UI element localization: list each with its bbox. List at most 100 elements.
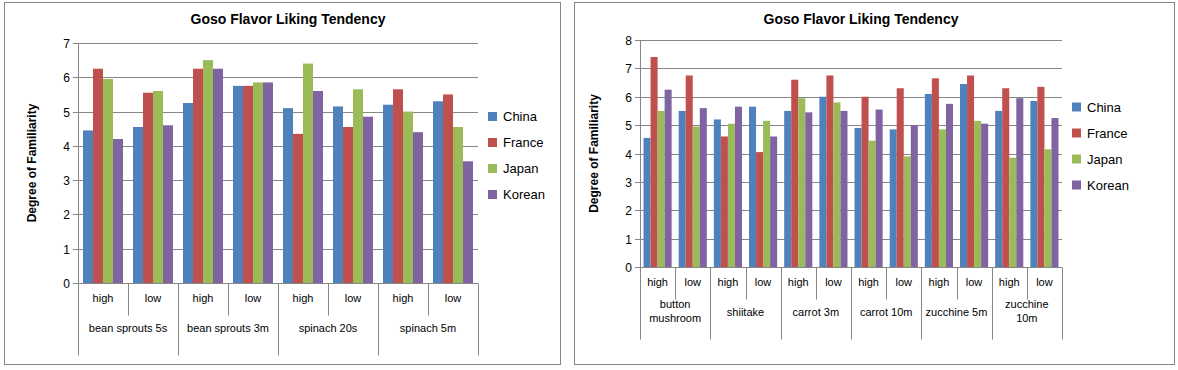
category-label: high xyxy=(93,292,114,304)
bar xyxy=(263,82,273,283)
category-label: low xyxy=(345,292,362,304)
bar xyxy=(840,111,847,267)
bar xyxy=(911,125,918,267)
bar xyxy=(1044,149,1051,267)
tick xyxy=(635,125,640,126)
category-label: low xyxy=(755,276,772,288)
group-label: bean sprouts 3m xyxy=(187,322,269,334)
group-divider xyxy=(851,268,852,340)
bar xyxy=(686,75,693,267)
bar xyxy=(1037,87,1044,267)
legend-swatch xyxy=(1072,103,1081,112)
axis-label: Degree of Familiarity xyxy=(587,94,601,213)
category-divider xyxy=(957,268,958,300)
group-divider xyxy=(710,268,711,340)
bar xyxy=(353,89,363,283)
bar xyxy=(995,111,1002,267)
bar xyxy=(974,121,981,267)
bar xyxy=(826,75,833,267)
bar xyxy=(133,127,143,283)
bar xyxy=(303,64,313,283)
category-label: low xyxy=(895,276,912,288)
chart: Goso Flavor Liking Tendency Degree of Fam… xyxy=(5,3,561,365)
title: Goso Flavor Liking Tendency xyxy=(191,11,386,27)
bar xyxy=(798,98,805,267)
bars xyxy=(644,57,1059,267)
bar xyxy=(791,80,798,267)
bar xyxy=(770,136,777,267)
group-label: spinach 20s xyxy=(299,322,358,334)
bar xyxy=(700,108,707,267)
tick-label: 6 xyxy=(625,91,632,105)
bar xyxy=(213,69,223,283)
tick xyxy=(73,283,78,284)
legend-label: Japan xyxy=(503,161,538,176)
bar xyxy=(433,101,443,283)
tick-label: 5 xyxy=(625,119,632,133)
category-divider xyxy=(816,268,817,300)
bar xyxy=(1016,98,1023,267)
tick-label: 7 xyxy=(625,62,632,76)
tick xyxy=(635,239,640,240)
tick xyxy=(635,40,640,41)
bar xyxy=(876,110,883,267)
legend-label: Korean xyxy=(503,187,545,202)
category-label: high xyxy=(193,292,214,304)
bar xyxy=(735,107,742,267)
bar xyxy=(83,130,93,283)
category-label: high xyxy=(647,276,668,288)
tick-label: 1 xyxy=(625,233,632,247)
axis-line xyxy=(640,40,641,267)
bar xyxy=(113,139,123,283)
tick-label: 2 xyxy=(63,208,70,222)
legend-label: China xyxy=(503,109,538,124)
bar xyxy=(897,88,904,267)
tick xyxy=(635,154,640,155)
category-label: high xyxy=(718,276,739,288)
tick xyxy=(73,43,78,44)
tick xyxy=(635,97,640,98)
bar xyxy=(183,103,193,283)
bar xyxy=(363,117,373,283)
tick xyxy=(635,210,640,211)
bar xyxy=(658,111,665,267)
bar xyxy=(1002,88,1009,267)
tick xyxy=(73,249,78,250)
legend-label: China xyxy=(1087,100,1122,115)
bar xyxy=(393,89,403,283)
group-divider xyxy=(478,284,479,356)
group-divider xyxy=(178,284,179,356)
bar xyxy=(855,128,862,267)
bar xyxy=(981,124,988,267)
title: Goso Flavor Liking Tendency xyxy=(764,11,959,27)
legend-swatch xyxy=(1072,155,1081,164)
legend-label: Korean xyxy=(1087,178,1129,193)
category-label: low xyxy=(825,276,842,288)
group-label: carrot 10m xyxy=(860,306,913,318)
legend-label: France xyxy=(503,135,543,150)
legend-swatch xyxy=(488,138,497,147)
bar xyxy=(644,138,651,267)
tick xyxy=(73,146,78,147)
bar xyxy=(904,156,911,267)
chart-frame xyxy=(5,3,561,365)
tick-label: 0 xyxy=(625,261,632,275)
group-divider xyxy=(378,284,379,356)
category-label: high xyxy=(999,276,1020,288)
group-divider xyxy=(921,268,922,340)
group-label: bean sprouts 5s xyxy=(89,322,168,334)
axis-label: Degree of Familiarity xyxy=(25,103,39,222)
tick-label: 1 xyxy=(63,243,70,257)
bar xyxy=(805,112,812,267)
category-label: low xyxy=(1036,276,1053,288)
bar xyxy=(403,112,413,283)
legend-label: Japan xyxy=(1087,152,1122,167)
bar xyxy=(939,129,946,267)
category-label: high xyxy=(858,276,879,288)
category-divider xyxy=(1027,268,1028,300)
grid-line xyxy=(78,43,478,44)
bar xyxy=(833,102,840,267)
category-divider xyxy=(675,268,676,300)
tick xyxy=(635,267,640,268)
legend-label: France xyxy=(1087,126,1127,141)
